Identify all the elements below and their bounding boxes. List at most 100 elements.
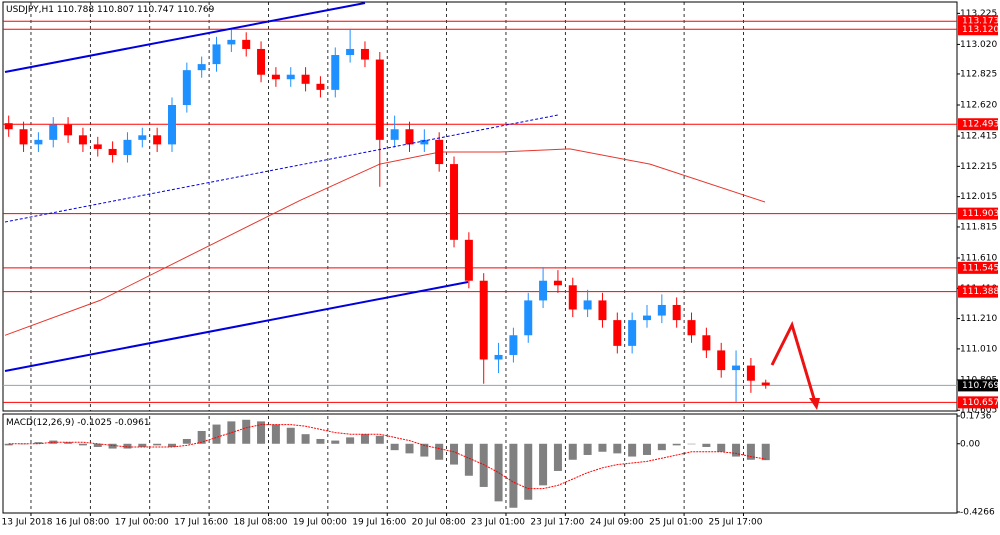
signal-line — [8, 424, 766, 490]
chart-header: USDJPY,H1 110.788 110.807 110.747 110.76… — [6, 5, 215, 15]
candle-body — [286, 74, 295, 80]
candle-body — [93, 144, 102, 149]
macd-bar — [197, 430, 206, 444]
macd-bar — [553, 443, 562, 471]
x-tick-label: 19 Jul 00:00 — [293, 518, 347, 528]
x-tick-label: 13 Jul 2018 — [2, 518, 53, 528]
candle-body — [628, 320, 637, 346]
x-tick-label: 19 Jul 16:00 — [352, 518, 406, 528]
macd-bar — [108, 443, 117, 449]
macd-bar — [479, 443, 488, 487]
candle-body — [464, 239, 473, 281]
candle-body — [271, 74, 280, 80]
y-tick-label: 112.015 — [960, 192, 997, 202]
candle-body — [78, 135, 87, 145]
candle-body — [64, 124, 73, 136]
header-open: 110.788 — [57, 5, 94, 15]
candle-body — [375, 59, 384, 140]
level-label: 111.903 — [962, 209, 999, 219]
candle-body — [346, 48, 355, 56]
level-tag — [958, 261, 998, 274]
header-close: 110.769 — [177, 5, 214, 15]
x-tick-label: 23 Jul 17:00 — [530, 518, 584, 528]
x-tick-label: 18 Jul 08:00 — [233, 518, 287, 528]
macd-bar — [524, 443, 533, 500]
candle-body — [316, 83, 325, 90]
candle-body — [405, 129, 414, 145]
y-tick-label: -0.4266 — [960, 508, 995, 518]
candle-body — [182, 70, 191, 106]
candle-body — [761, 382, 770, 386]
candle-body — [138, 135, 147, 140]
candle-body — [257, 48, 266, 75]
candle-body — [717, 350, 726, 371]
candle-body — [568, 285, 577, 310]
candle-body — [435, 139, 444, 165]
header-high: 110.807 — [97, 5, 134, 15]
candle-body — [49, 124, 58, 140]
candle-body — [687, 320, 696, 336]
level-label: 111.388 — [962, 287, 999, 297]
macd-bar — [331, 440, 340, 444]
channel-upper — [4, 2, 366, 73]
candle-body — [732, 365, 741, 371]
macd-bar — [642, 443, 651, 455]
macd-bar — [746, 443, 755, 460]
forecast-arrow — [770, 320, 817, 403]
level-label: 113.173 — [962, 17, 999, 27]
level-label: 113.120 — [962, 25, 999, 35]
y-tick-label: 112.215 — [960, 162, 997, 172]
macd-frame — [2, 413, 958, 514]
candle-body — [4, 123, 13, 130]
level-tag — [958, 396, 998, 409]
macd-title: MACD(12,26,9) — [6, 418, 74, 428]
macd-bar — [702, 443, 711, 447]
y-tick-label: 112.620 — [960, 101, 997, 111]
macd-bar — [420, 443, 429, 457]
candle-body — [702, 335, 711, 351]
x-tick-label: 17 Jul 16:00 — [174, 518, 228, 528]
macd-bar — [316, 438, 325, 444]
macd-bar — [628, 443, 637, 457]
macd-bar — [687, 443, 696, 445]
macd-bar — [34, 442, 43, 444]
candle-body — [657, 304, 666, 316]
level-label: 112.493 — [962, 120, 999, 130]
macd-bar — [657, 443, 666, 451]
macd-bar — [717, 443, 726, 452]
x-tick-label: 20 Jul 08:00 — [412, 518, 466, 528]
candle-body — [19, 129, 28, 145]
y-tick-label: 111.815 — [960, 222, 997, 232]
channel-mid — [4, 114, 559, 223]
macd-bar — [138, 443, 147, 447]
level-tag — [958, 118, 998, 131]
x-tick-label: 25 Jul 01:00 — [649, 518, 703, 528]
macd-bar — [257, 421, 266, 444]
level-label: 111.545 — [962, 263, 999, 273]
y-tick-label: 112.415 — [960, 132, 997, 142]
moving-average — [4, 148, 766, 336]
candle-body — [197, 64, 206, 71]
price-tag — [958, 379, 998, 392]
symbol: USDJPY,H1 — [6, 5, 54, 15]
candle-body — [34, 139, 43, 145]
macd-bar — [732, 443, 741, 457]
macd-bar — [49, 440, 58, 444]
macd-bar — [212, 424, 221, 444]
y-tick-label: 0.00 — [960, 439, 980, 449]
x-tick-label: 16 Jul 08:00 — [55, 518, 109, 528]
candle-body — [583, 300, 592, 310]
macd-bar — [64, 442, 73, 444]
macd-bar — [375, 435, 384, 444]
macd-bar — [598, 443, 607, 452]
macd-bar — [405, 443, 414, 454]
macd-bar — [494, 443, 503, 502]
macd-bar — [182, 438, 191, 444]
macd-bar — [4, 443, 13, 446]
macd-bar — [761, 443, 770, 461]
candle-body — [360, 48, 369, 60]
candle-body — [494, 354, 503, 360]
y-tick-label: 111.010 — [960, 344, 997, 354]
